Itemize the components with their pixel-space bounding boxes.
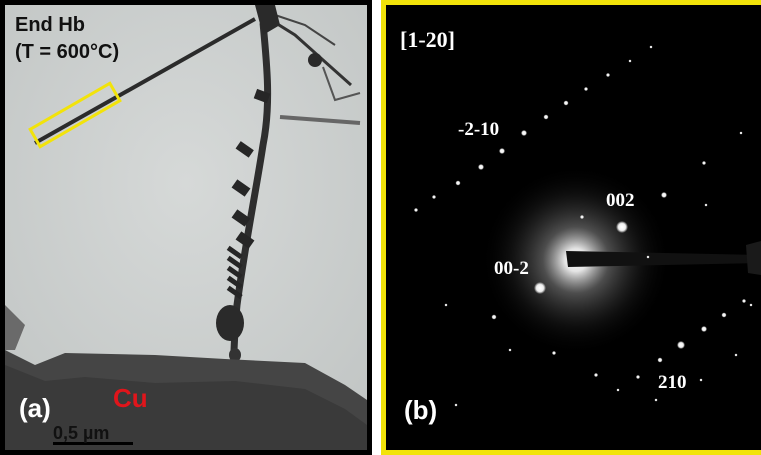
diffraction-pattern [386, 5, 761, 450]
panel-label-a: (a) [19, 393, 51, 423]
image-title-line1: End Hb [15, 14, 85, 36]
zone-axis-label: [1-20] [400, 27, 455, 52]
spot-label-00-minus2: 00-2 [494, 258, 529, 279]
scale-bar-label: 0,5 µm [53, 423, 110, 443]
diffraction-pattern-panel: [1-20] -2-10 002 00-2 210 (b) [381, 0, 761, 455]
image-title-line2: (T = 600°C) [15, 41, 120, 63]
panel-label-b: (b) [404, 395, 438, 425]
spot-label-minus2-minus1-0: -2-10 [458, 119, 500, 140]
tem-image-panel: End Hb (T = 600°C) (a) Cu 0,5 µm [0, 0, 372, 455]
spot-label-210: 210 [658, 372, 687, 393]
tem-micrograph [5, 5, 367, 450]
spot-label-002: 002 [606, 190, 635, 211]
copper-label: Cu [113, 383, 148, 413]
